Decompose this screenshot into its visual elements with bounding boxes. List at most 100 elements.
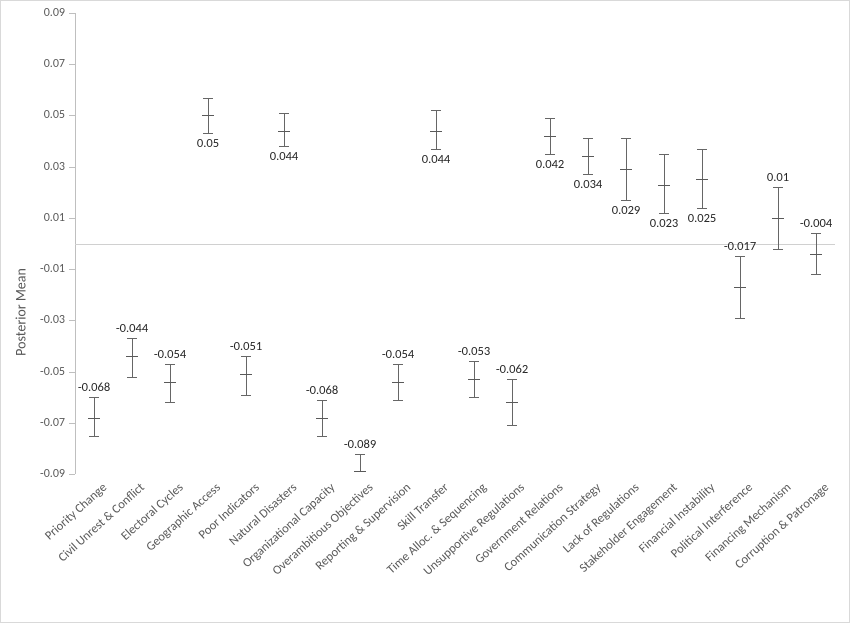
value-label: 0.034 bbox=[574, 177, 603, 192]
error-cap bbox=[165, 364, 175, 365]
error-cap bbox=[697, 149, 707, 150]
error-cap bbox=[317, 436, 327, 437]
error-cap bbox=[659, 154, 669, 155]
value-label: 0.05 bbox=[197, 136, 219, 151]
error-cap bbox=[355, 454, 365, 455]
error-cap bbox=[659, 213, 669, 214]
error-cap bbox=[697, 208, 707, 209]
point-marker bbox=[126, 356, 138, 357]
error-cap bbox=[317, 400, 327, 401]
value-label: 0.025 bbox=[688, 211, 717, 226]
point-marker bbox=[88, 418, 100, 419]
point-marker bbox=[392, 382, 404, 383]
point-marker bbox=[316, 418, 328, 419]
error-cap bbox=[89, 397, 99, 398]
error-cap bbox=[735, 256, 745, 257]
y-axis-label: Posterior Mean bbox=[13, 268, 30, 356]
plot-container: Posterior Mean 0.090.070.050.030.01-0.01… bbox=[9, 9, 839, 614]
error-cap bbox=[583, 138, 593, 139]
error-cap bbox=[203, 133, 213, 134]
error-cap bbox=[469, 397, 479, 398]
y-tick-label: -0.03 bbox=[40, 313, 75, 327]
chart-frame: Posterior Mean 0.090.070.050.030.01-0.01… bbox=[0, 0, 850, 623]
data-point bbox=[170, 13, 171, 474]
point-marker bbox=[734, 287, 746, 288]
value-label: 0.042 bbox=[536, 157, 565, 172]
y-tick-label: 0.03 bbox=[44, 160, 75, 174]
data-point bbox=[512, 13, 513, 474]
data-point bbox=[132, 13, 133, 474]
error-cap bbox=[203, 98, 213, 99]
y-tick-label: -0.05 bbox=[40, 365, 75, 379]
value-label: 0.044 bbox=[270, 149, 299, 164]
point-marker bbox=[506, 402, 518, 403]
point-marker bbox=[658, 185, 670, 186]
y-tick-label: 0.01 bbox=[44, 211, 75, 225]
point-marker bbox=[202, 115, 214, 116]
value-label: -0.062 bbox=[496, 362, 528, 377]
plot-area: 0.090.070.050.030.01-0.01-0.03-0.05-0.07… bbox=[75, 13, 835, 474]
value-label: -0.068 bbox=[306, 383, 338, 398]
error-cap bbox=[773, 249, 783, 250]
point-marker bbox=[620, 169, 632, 170]
data-point bbox=[550, 13, 551, 474]
data-point bbox=[664, 13, 665, 474]
value-label: -0.044 bbox=[116, 321, 148, 336]
error-cap bbox=[507, 425, 517, 426]
point-marker bbox=[468, 379, 480, 380]
y-tick-label: 0.05 bbox=[44, 108, 75, 122]
data-point bbox=[778, 13, 779, 474]
error-cap bbox=[621, 200, 631, 201]
point-marker bbox=[582, 156, 594, 157]
value-label: 0.029 bbox=[612, 203, 641, 218]
error-bar bbox=[360, 454, 361, 472]
value-label: -0.089 bbox=[344, 437, 376, 452]
value-label: -0.017 bbox=[724, 239, 756, 254]
error-cap bbox=[469, 361, 479, 362]
data-point bbox=[702, 13, 703, 474]
point-marker bbox=[430, 131, 442, 132]
point-marker bbox=[354, 471, 366, 472]
value-label: 0.023 bbox=[650, 216, 679, 231]
error-bar bbox=[246, 356, 247, 394]
zero-line bbox=[75, 244, 835, 245]
point-marker bbox=[772, 218, 784, 219]
error-cap bbox=[811, 233, 821, 234]
error-cap bbox=[279, 113, 289, 114]
error-bar bbox=[170, 364, 171, 402]
error-cap bbox=[545, 118, 555, 119]
error-cap bbox=[507, 379, 517, 380]
error-cap bbox=[279, 146, 289, 147]
data-point bbox=[284, 13, 285, 474]
error-cap bbox=[583, 174, 593, 175]
error-cap bbox=[241, 356, 251, 357]
error-bar bbox=[94, 397, 95, 435]
data-point bbox=[588, 13, 589, 474]
error-cap bbox=[621, 138, 631, 139]
point-marker bbox=[164, 382, 176, 383]
x-axis-region: Priority ChangeCivil Unrest & ConflictEl… bbox=[75, 474, 835, 614]
data-point bbox=[626, 13, 627, 474]
point-marker bbox=[696, 179, 708, 180]
y-tick-label: -0.07 bbox=[40, 416, 75, 430]
error-bar bbox=[284, 113, 285, 146]
error-cap bbox=[393, 400, 403, 401]
y-tick-label: -0.01 bbox=[40, 262, 75, 276]
data-point bbox=[474, 13, 475, 474]
point-marker bbox=[810, 254, 822, 255]
error-cap bbox=[431, 110, 441, 111]
data-point bbox=[360, 13, 361, 474]
data-point bbox=[208, 13, 209, 474]
error-cap bbox=[89, 436, 99, 437]
value-label: -0.068 bbox=[78, 380, 110, 395]
value-label: -0.054 bbox=[154, 347, 186, 362]
data-point bbox=[816, 13, 817, 474]
error-cap bbox=[393, 364, 403, 365]
point-marker bbox=[240, 374, 252, 375]
point-marker bbox=[278, 131, 290, 132]
point-marker bbox=[544, 136, 556, 137]
value-label: -0.053 bbox=[458, 344, 490, 359]
data-point bbox=[246, 13, 247, 474]
value-label: -0.051 bbox=[230, 339, 262, 354]
data-point bbox=[322, 13, 323, 474]
